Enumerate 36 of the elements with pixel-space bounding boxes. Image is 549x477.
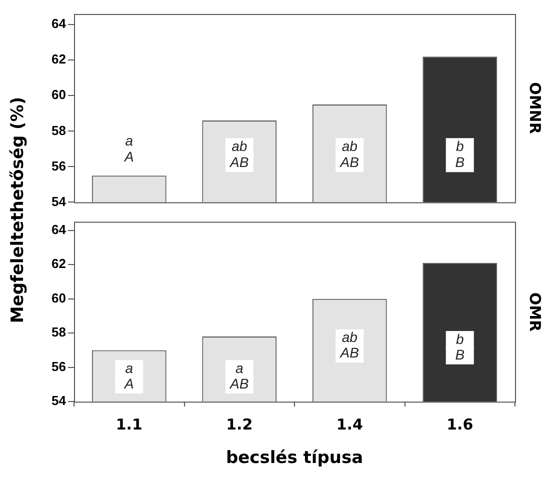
annotation: b <box>456 330 464 347</box>
annotation: B <box>455 154 465 170</box>
annotation: B <box>455 346 465 362</box>
annotation: a <box>125 360 134 376</box>
y-tick-label: 58 <box>52 122 66 138</box>
annotation: ab <box>232 138 248 154</box>
y-tick-label: 54 <box>52 194 67 209</box>
y-tick-label: 58 <box>52 324 66 340</box>
y-tick-label: 62 <box>52 256 66 272</box>
annotation: A <box>123 375 134 392</box>
annotation: AB <box>339 344 359 361</box>
y-tick-label: 56 <box>52 358 66 374</box>
annotation: a <box>125 132 134 149</box>
annotation: b <box>456 138 464 154</box>
annotation: a <box>235 360 244 376</box>
y-tick-label: 64 <box>52 222 67 237</box>
annotation: AB <box>229 375 249 392</box>
y-axis-title: Megfeleltethetőség (%) <box>8 96 28 324</box>
y-tick-label: 54 <box>52 393 67 408</box>
x-tick-label: 1.4 <box>336 415 363 434</box>
annotation: ab <box>342 329 358 346</box>
y-tick-label: 60 <box>52 87 66 102</box>
y2-axis-title: OMNR <box>526 82 544 134</box>
y-tick-label: 62 <box>52 52 66 67</box>
annotation: A <box>123 148 134 165</box>
x-tick-label: 1.1 <box>116 415 142 434</box>
y-tick-label: 60 <box>52 290 66 306</box>
x-axis-title: becslés típusa <box>226 448 364 468</box>
y-tick-label: 64 <box>52 16 67 32</box>
annotation: AB <box>339 154 359 170</box>
y-tick-label: 56 <box>52 158 66 174</box>
annotation: ab <box>342 138 358 154</box>
x-tick-label: 1.2 <box>226 415 253 434</box>
y2-axis-title: OMR <box>526 292 544 332</box>
annotation: AB <box>229 154 249 170</box>
x-tick-label: 1.6 <box>446 415 474 434</box>
